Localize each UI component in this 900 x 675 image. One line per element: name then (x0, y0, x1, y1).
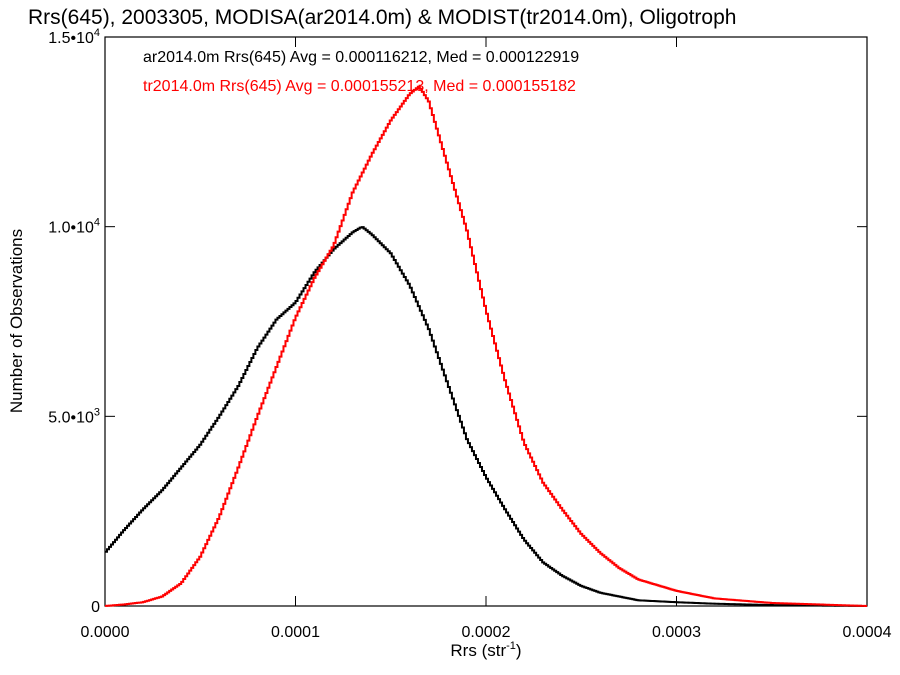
y-axis-ticks: 0 5.0•103 1.0•104 1.5•104 (48, 27, 867, 616)
annotation-ar2014: ar2014.0m Rrs(645) Avg = 0.000116212, Me… (143, 49, 579, 66)
x-axis-label-main: Rrs (str (450, 641, 506, 660)
x-tick-label-4: 0.0004 (843, 624, 892, 641)
x-axis-label-close: ) (516, 641, 522, 660)
x-tick-label-1: 0.0001 (271, 624, 320, 641)
y-tick-label-0: 0 (91, 599, 100, 616)
x-axis-label-sup: -1 (506, 640, 516, 652)
series-line-1 (105, 85, 867, 607)
x-tick-label-3: 0.0003 (652, 624, 701, 641)
y-tick-label-2: 1.0•104 (48, 217, 100, 237)
y-axis-label: Number of Observations (7, 229, 26, 413)
series-line-0 (105, 226, 867, 607)
x-axis-label: Rrs (str-1) (450, 640, 521, 660)
x-axis-ticks: 0.0000 0.0001 0.0002 0.0003 0.0004 (81, 37, 892, 641)
x-tick-label-2: 0.0002 (462, 624, 511, 641)
plot-frame (104, 36, 868, 607)
chart-title: Rrs(645), 2003305, MODISA(ar2014.0m) & M… (28, 6, 736, 29)
y-tick-label-3: 1.5•104 (48, 27, 100, 47)
annotation-tr2014: tr2014.0m Rrs(645) Avg = 0.000155213, Me… (143, 78, 576, 95)
x-tick-label-0: 0.0000 (81, 624, 130, 641)
y-tick-label-1: 5.0•103 (48, 406, 100, 426)
series-lines (105, 85, 867, 607)
